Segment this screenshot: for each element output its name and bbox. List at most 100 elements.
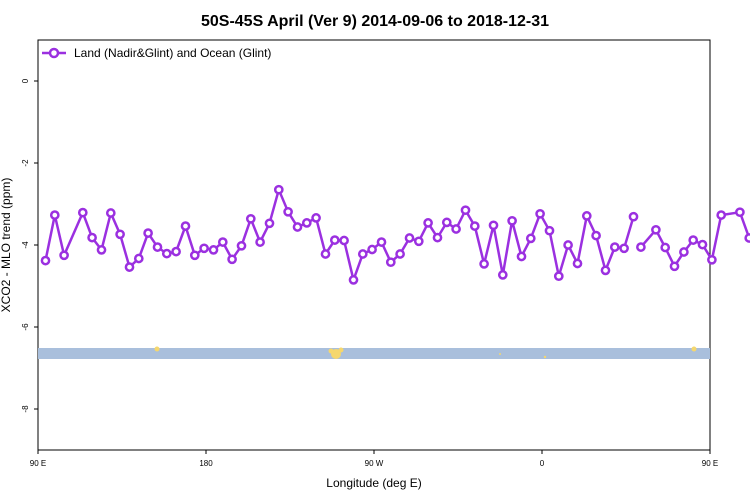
series-layer [40,184,750,285]
data-point [124,262,135,272]
data-point [395,249,405,259]
data-point [105,208,116,218]
data-point [460,205,471,216]
x-tick-label: 0 [540,459,545,468]
legend: Land (Nadir&Glint) and Ocean (Glint) [42,46,271,60]
data-point [115,229,125,240]
data-point [651,224,661,235]
y-tick-label: -8 [21,405,30,413]
y-tick-label: 0 [21,78,30,83]
data-point [544,225,555,236]
data-point [208,245,219,255]
land-dots [154,346,697,359]
data-point [255,237,265,247]
data-point [497,270,508,280]
data-point [669,261,680,272]
data-point [171,246,181,257]
data-point [320,249,331,259]
data-point [469,221,480,231]
y-tick-label: -6 [21,323,30,331]
y-axis: 0 -2 -4 -6 -8 [21,78,38,413]
land-dot [331,349,341,359]
data-point [413,236,424,247]
data-point [572,258,583,269]
data-point [636,242,646,252]
data-point [357,249,368,259]
data-point [451,224,461,234]
data-point [404,233,415,243]
data-point [553,271,564,282]
data-point [679,247,689,257]
x-tick-label: 180 [199,459,213,468]
data-point [581,211,592,221]
land-dot [691,346,697,352]
data-point [180,221,191,231]
data-point [367,244,377,255]
y-axis-label: XCO2 - MLO trend (ppm) [0,178,13,313]
data-point [507,215,517,226]
land-mask-band [38,348,710,359]
data-point [707,254,717,265]
data-point [143,228,153,238]
data-point [283,206,293,217]
data-point [161,248,172,259]
land-dot [338,347,344,353]
data-point [423,218,433,228]
data-point [40,255,51,266]
data-point [292,222,303,232]
data-point [385,257,396,268]
y-tick-label: -4 [21,241,30,249]
data-point [189,250,200,261]
data-point [479,259,489,269]
plot-area [37,39,750,451]
data-point [697,239,708,250]
x-tick-label: 90 E [702,459,718,468]
data-point [516,251,527,262]
land-dot [154,346,160,352]
data-point [87,232,97,243]
data-point [488,220,499,231]
data-point [525,233,536,244]
data-point [199,243,209,254]
data-point [563,240,573,250]
series-line [639,210,750,268]
data-point [236,240,247,251]
data-point [96,245,107,255]
land-dot [543,355,547,359]
data-point [77,207,88,218]
data-point [609,242,620,252]
plot-frame [37,39,711,451]
x-axis-label: Longitude (deg E) [326,476,421,490]
land-dot [499,353,501,355]
data-point [735,207,745,218]
data-point [49,210,60,220]
data-point [628,211,639,222]
y-tick-label: -2 [21,159,30,167]
data-point [59,250,69,261]
data-point [217,237,228,247]
data-point [716,210,727,220]
x-tick-label: 90 E [30,459,46,468]
data-point [688,235,699,245]
legend-marker [48,47,60,59]
land-dot [328,348,334,354]
data-point [376,237,387,247]
chart-title: 50S-45S April (Ver 9) 2014-09-06 to 2018… [201,13,549,30]
data-point [591,230,601,241]
data-point [273,184,284,195]
data-point [432,232,443,243]
data-point [227,254,237,265]
data-point [660,242,671,253]
data-point [600,265,611,276]
data-point [619,243,629,254]
data-point [311,213,321,223]
data-point [535,208,545,219]
legend-label: Land (Nadir&Glint) and Ocean (Glint) [74,46,271,60]
data-point [301,218,312,228]
data-point [133,253,144,264]
data-point [329,235,340,245]
data-point [264,218,275,229]
data-point [744,233,750,243]
